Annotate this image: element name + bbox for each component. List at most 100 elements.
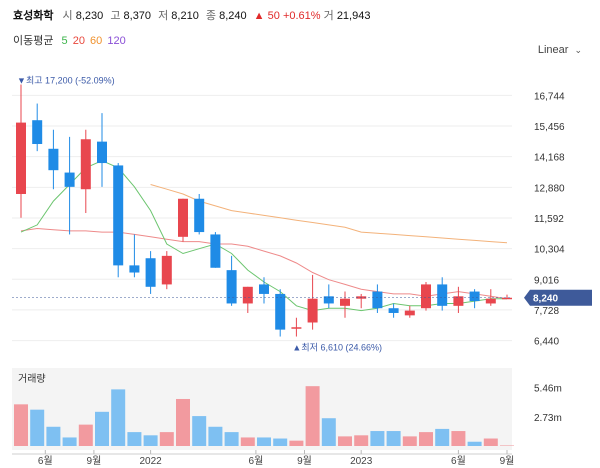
candle-body [275,293,286,330]
stock-name: 효성화학 [13,10,54,22]
candle-body [210,234,221,268]
volume-bar [500,445,514,446]
candle-body [32,120,43,145]
low-label: 저 [158,10,169,22]
candle-body [145,258,156,287]
open-value: 8,230 [75,10,104,22]
min-annotation: 최저 6,610 (24.66%) [301,343,382,353]
volume-bar [402,436,417,446]
volume-bar [354,435,369,446]
volume-tick-label: 5.46m [534,384,562,395]
volume-bar [176,398,190,446]
candle-body [388,308,399,313]
volume-bar [289,440,304,446]
candle-body [64,172,75,187]
x-tick-label: 9월 [87,455,102,467]
candle-body [113,165,124,266]
close-value: 8,240 [219,10,247,22]
candle-body [291,327,302,329]
candle-body [16,122,26,194]
high-value: 8,370 [123,10,152,22]
candle-body [323,296,334,304]
max-marker-icon: ▼ [17,76,26,86]
volume-panel-label: 거래량 [18,373,46,385]
volume-bar [483,438,498,446]
x-tick-label: 6월 [249,455,264,467]
x-tick-label: 6월 [451,455,466,467]
ma-5: 5 [61,35,68,47]
volume-bar [273,438,288,446]
candle-body [178,198,188,237]
candle-body [194,198,205,233]
max-annotation: 최고 17,200 (-52.09%) [26,76,115,86]
volume-bar [62,437,77,446]
volume-tick-label: 2.73m [534,413,562,424]
volume-bar [111,389,126,446]
x-tick-label: 9월 [297,455,312,467]
x-tick-label: 6월 [38,455,53,467]
volume-bar [305,386,320,446]
candle-body [161,255,172,285]
volume-bar [240,437,255,446]
volume-bar [30,409,45,446]
volume-bar [338,436,352,446]
candle-body [485,298,496,304]
volume-bar [14,404,28,446]
min-marker-icon: ▲ [292,343,301,353]
change-value: 50 [267,10,280,22]
low-value: 8,210 [171,10,199,22]
y-tick-label: 9,016 [534,275,559,286]
volume-bar [192,416,207,446]
x-tick-label: 9월 [500,455,515,467]
volume-bar [370,431,385,446]
candle-body [404,310,415,316]
volume-bar [386,431,401,446]
moving-average-legend[interactable]: 이동평균 5 20 60 120 [13,32,126,48]
y-tick-label: 11,592 [534,214,564,225]
y-tick-label: 15,456 [534,122,565,133]
high-label: 고 [110,10,121,22]
volume-bar [208,426,223,446]
volume-bar [321,418,336,446]
x-tick-label: 2023 [350,456,373,467]
volume-bar [95,411,109,446]
candle-body [372,291,383,309]
volume-bar [224,432,239,446]
volume-bar [127,432,142,446]
candle-body [437,284,448,306]
volume-bar [46,426,61,446]
scale-label: Linear [537,44,569,56]
candle-body [259,284,269,294]
volume-bar [78,424,93,446]
candle-body [502,297,512,300]
candle-body [469,291,480,302]
volume-label: 거 [323,10,334,22]
ma-60: 60 [90,35,103,47]
ma-label: 이동평균 [13,35,54,47]
volume-bar [143,435,158,446]
y-tick-label: 7,728 [534,306,559,317]
candle-body [226,270,237,304]
ma-20: 20 [72,35,85,47]
ma60-line [150,184,508,244]
volume-value: 21,943 [336,10,371,22]
y-tick-label: 6,440 [534,337,559,348]
change-up-icon: ▲ [253,10,265,22]
chevron-down-icon: ⌄ [574,45,582,55]
change-percent: +0.61% [282,10,321,22]
volume-bar [419,432,433,446]
y-tick-label: 14,168 [534,153,565,164]
candle-body [242,286,253,304]
candle-body [421,284,431,309]
candle-body [48,148,59,171]
scale-selector[interactable]: Linear ⌄ [538,44,582,56]
x-tick-label: 2022 [139,456,162,467]
close-label: 종 [205,10,217,22]
candle-body [129,265,140,273]
quote-header: 효성화학 시 8,230 고 8,370 저 8,210 종 8,240 ▲ 5… [13,7,374,23]
volume-bar [435,428,450,446]
volume-bar [451,431,466,446]
candle-body [80,139,91,190]
current-price-tag [524,289,592,306]
